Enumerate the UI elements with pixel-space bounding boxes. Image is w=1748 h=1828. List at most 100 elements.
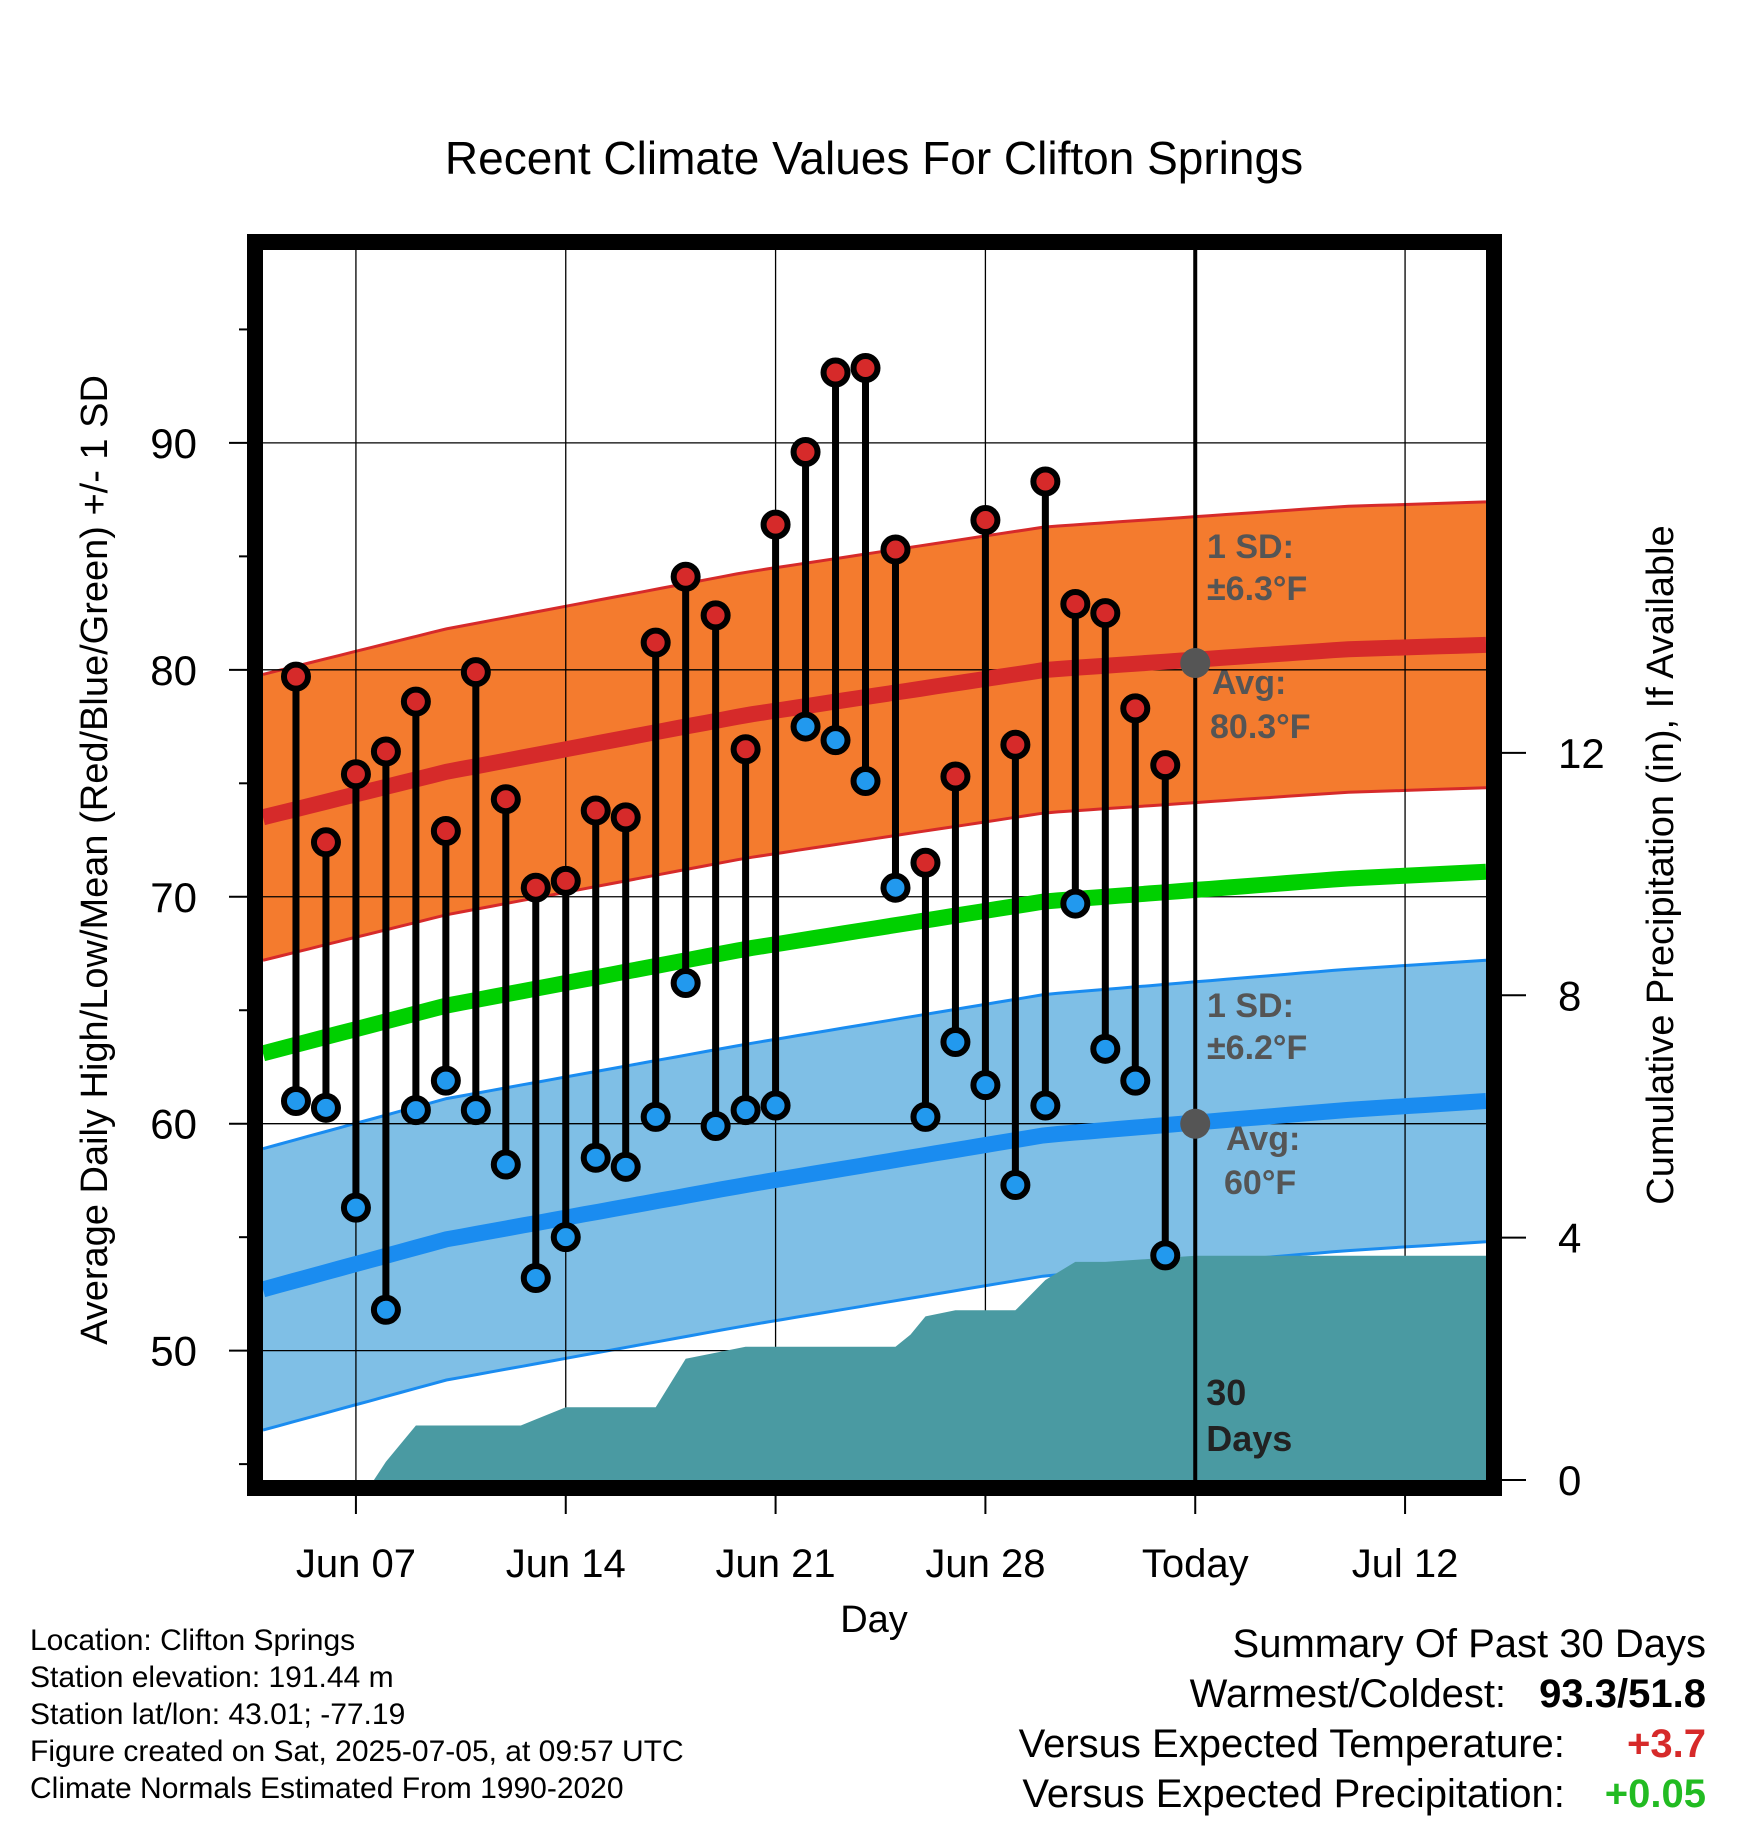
daily-high-point (1060, 589, 1091, 620)
high-avg-annotation: Avg: 80.3°F (1210, 664, 1311, 746)
daily-low-point (1060, 888, 1091, 919)
daily-low-point (790, 711, 821, 742)
daily-high-point (970, 505, 1001, 536)
high-avg-value: 80.3°F (1210, 708, 1311, 746)
daily-high-point (850, 353, 881, 384)
daily-low-point (850, 766, 881, 797)
daily-high-point (940, 761, 971, 792)
mean-normal-line (263, 863, 1486, 1062)
warm-cold-label: Warmest/Coldest: (1189, 1672, 1507, 1716)
warm-cold-value: 93.3/51.8 (1539, 1672, 1706, 1716)
daily-low-point (910, 1101, 941, 1132)
summary-header: Summary Of Past 30 Days (1232, 1622, 1706, 1666)
plot-inner: 30 Days 1 SD: ±6.3°F 1 SD: ±6.2°F Avg: 80.3°F Av… (263, 250, 1486, 1480)
low-normal-line (263, 1093, 1486, 1298)
daily-high-point (1000, 729, 1031, 760)
daily-high-point (550, 865, 581, 896)
daily-low-point (520, 1263, 551, 1294)
x-tick-label: Jun 28 (925, 1542, 1045, 1586)
daily-high-point (1120, 693, 1151, 724)
daily-low-point (1150, 1240, 1181, 1271)
location-text: Location: Clifton Springs (30, 1624, 356, 1657)
summary-panel: Summary Of Past 30 Days Warmest/Coldest:… (1019, 1619, 1706, 1819)
today-days-line: 30 (1206, 1372, 1246, 1413)
daily-low-point (820, 725, 851, 756)
daily-low-point (700, 1110, 731, 1141)
low-avg-value: 60°F (1224, 1164, 1296, 1202)
low-sd-value: ±6.2°F (1207, 1029, 1307, 1067)
summary-warm-cold: Warmest/Coldest: 93.3/51.8 (1019, 1669, 1706, 1719)
precip-value: +0.05 (1604, 1772, 1706, 1816)
low-sd-label: 1 SD: (1207, 987, 1294, 1025)
plot-area: 30 Days 1 SD: ±6.3°F 1 SD: ±6.2°F Avg: 80.3°F Av… (150, 234, 1605, 1586)
daily-high-point (400, 686, 431, 717)
y2-axis-label: Cumulative Precipitation (in), If Availa… (1640, 525, 1682, 1204)
daily-high-point (1030, 466, 1061, 497)
x-tick-label: Jun 21 (716, 1542, 836, 1586)
normals-text: Climate Normals Estimated From 1990-2020 (30, 1772, 624, 1805)
daily-high-point (820, 357, 851, 388)
daily-low-point (310, 1092, 341, 1123)
today-days-label: 30 Days (1206, 1372, 1292, 1459)
daily-high-point (580, 795, 611, 826)
daily-high-point (490, 784, 521, 815)
elevation-text: Station elevation: 191.44 m (30, 1661, 394, 1694)
high-sd-upper-edge (263, 500, 1486, 676)
daily-low-point (640, 1101, 671, 1132)
high-sd-annotation: 1 SD: ±6.3°F (1207, 528, 1307, 608)
daily-low-point (1030, 1090, 1061, 1121)
daily-low-point (1000, 1169, 1031, 1200)
daily-low-point (1090, 1033, 1121, 1064)
daily-low-point (760, 1090, 791, 1121)
y2-tick-label: 12 (1558, 730, 1605, 777)
daily-high-point (700, 600, 731, 631)
today-days-line: Days (1206, 1418, 1292, 1459)
high-sd-label: 1 SD: (1207, 528, 1294, 566)
daily-high-point (460, 657, 491, 688)
daily-low-point (430, 1065, 461, 1096)
x-tick-label: Today (1142, 1542, 1249, 1586)
y-tick-label: 80 (150, 647, 197, 694)
daily-low-point (940, 1027, 971, 1058)
daily-high-point (340, 759, 371, 790)
low-sd-upper-edge (263, 958, 1486, 1151)
latlon-text: Station lat/lon: 43.01; -77.19 (30, 1698, 406, 1731)
daily-high-point (1150, 750, 1181, 781)
summary-temp: Versus Expected Temperature: +3.7 (1019, 1719, 1706, 1769)
daily-low-point (880, 872, 911, 903)
x-tick-label: Jun 14 (506, 1542, 626, 1586)
daily-high-point (520, 872, 551, 903)
daily-low-point (730, 1095, 761, 1126)
plot-frame (247, 234, 1502, 1496)
daily-low-point (400, 1095, 431, 1126)
high-sd-lower-edge (263, 786, 1486, 962)
low-avg-annotation: Avg: 60°F (1224, 1120, 1300, 1202)
high-sd-band (263, 501, 1486, 961)
daily-low-point (370, 1294, 401, 1325)
temp-label: Versus Expected Temperature: (1018, 1722, 1565, 1766)
daily-low-point (670, 968, 701, 999)
x-tick-label: Jul 12 (1352, 1542, 1459, 1586)
daily-high-point (370, 736, 401, 767)
x-tick-label: Jun 07 (296, 1542, 416, 1586)
low-avg-marker (1180, 1108, 1211, 1139)
y2-tick-label: 4 (1558, 1215, 1581, 1262)
daily-high-point (280, 661, 311, 692)
high-avg-marker (1180, 648, 1211, 679)
daily-low-point (280, 1086, 311, 1117)
created-text: Figure created on Sat, 2025-07-05, at 09… (30, 1735, 684, 1768)
high-normal-line (263, 636, 1486, 826)
daily-high-point (880, 534, 911, 565)
daily-high-point (760, 509, 791, 540)
daily-high-point (670, 561, 701, 592)
daily-high-point (730, 734, 761, 765)
y-tick-label: 60 (150, 1101, 197, 1148)
daily-low-point (550, 1222, 581, 1253)
daily-high-point (790, 436, 821, 467)
daily-low-point (460, 1095, 491, 1126)
y2-tick-label: 8 (1558, 972, 1581, 1019)
daily-low-point (610, 1151, 641, 1182)
daily-low-point (1120, 1065, 1151, 1096)
daily-high-point (910, 847, 941, 878)
high-sd-value: ±6.3°F (1207, 570, 1307, 608)
